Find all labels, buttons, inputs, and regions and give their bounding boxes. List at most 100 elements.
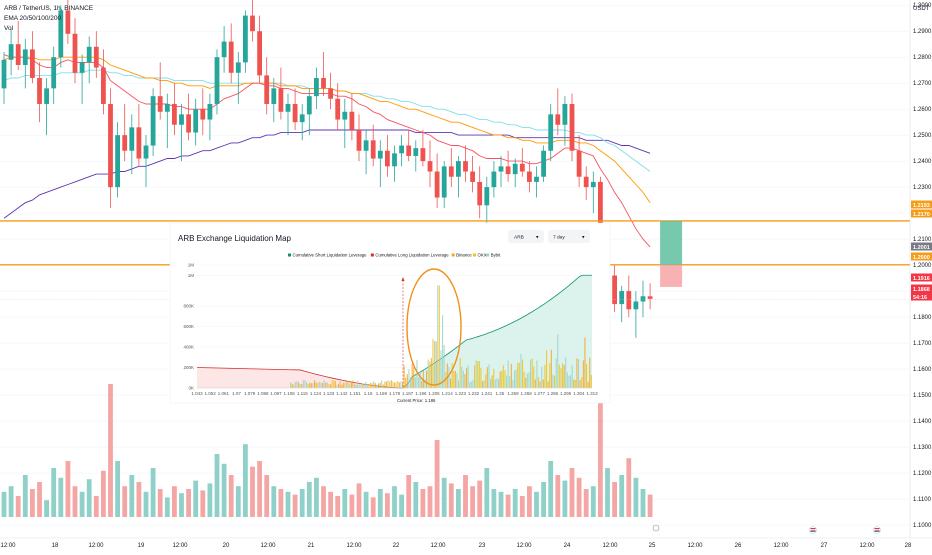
us-flag-icon[interactable] <box>809 526 817 534</box>
liq-bar <box>507 360 509 388</box>
liquidation-map-inset: ARB Exchange Liquidation Map ARB ▾ 7 day… <box>169 222 611 404</box>
liq-bar <box>358 384 360 388</box>
liq-bar <box>470 381 472 388</box>
price-axis[interactable]: USDT 1.3000 1.2900 1.2800 1.2700 1.2600 1.250… <box>909 0 932 538</box>
volume-bar <box>463 475 468 517</box>
liq-bar <box>432 338 434 388</box>
candle-down <box>420 148 426 162</box>
volume-bar <box>22 475 28 517</box>
liq-bar <box>491 375 493 388</box>
liq-bar <box>538 377 540 388</box>
candle-down <box>527 171 532 182</box>
time-label: 12:00 <box>172 543 188 549</box>
liq-bar <box>531 358 533 388</box>
stop-zone[interactable] <box>660 264 683 287</box>
candle-down <box>448 166 454 177</box>
time-label: 12:00 <box>0 543 16 549</box>
candle-down <box>612 275 617 305</box>
dividends-icon[interactable] <box>652 524 660 532</box>
inset-x-tick: 1.169 <box>376 391 388 396</box>
inset-x-tick: 1.124 <box>310 391 322 396</box>
volume-bar <box>186 489 191 517</box>
liq-bar <box>456 373 458 388</box>
candle-down <box>108 103 113 188</box>
liq-bar <box>483 380 485 388</box>
price-tag <box>911 200 932 209</box>
volume-bar <box>527 486 532 517</box>
liq-bar <box>294 381 296 388</box>
volume-bar <box>129 475 135 517</box>
legend-label: OKX <box>478 253 487 258</box>
liq-bar <box>499 371 501 388</box>
ema50-line <box>3 56 651 203</box>
target-zone[interactable] <box>660 220 683 265</box>
volume-bar <box>406 475 412 517</box>
inset-x-tick: 1.214 <box>442 391 454 396</box>
volume-bar <box>470 486 475 517</box>
liq-bar <box>566 372 568 388</box>
liq-bar <box>330 384 332 388</box>
economic-event-icons[interactable] <box>652 524 881 534</box>
volume-bar <box>164 497 170 517</box>
candle-down <box>101 67 106 104</box>
period-select[interactable] <box>548 230 590 243</box>
liq-bar <box>328 383 330 388</box>
volume-bars <box>1 384 653 517</box>
candle-up <box>8 44 14 60</box>
volume-bar <box>328 491 333 517</box>
candle-down <box>250 15 255 32</box>
liq-bar <box>312 383 314 388</box>
volume-bar <box>370 497 376 517</box>
liq-bar <box>544 364 546 388</box>
liq-bar <box>579 380 581 388</box>
liq-bar <box>562 363 564 388</box>
liq-bar <box>414 377 416 388</box>
us-flag-icon[interactable] <box>873 526 881 534</box>
liq-bar <box>320 382 322 388</box>
time-label: 12:00 <box>773 543 789 549</box>
liq-bar <box>338 383 340 388</box>
candle-down <box>626 291 632 310</box>
liq-bar <box>480 367 482 388</box>
inset-x-tick: 1.088 <box>257 391 269 396</box>
time-axis[interactable] <box>0 537 932 550</box>
volume-bar <box>534 491 539 517</box>
inset-y-tick: 400K <box>183 345 194 350</box>
symbol-line[interactable]: ARB / TetherUS, 1h, BINANCE <box>4 5 94 12</box>
exchange-select[interactable] <box>508 230 544 243</box>
candle-up <box>548 114 554 151</box>
ema-indicator-line[interactable]: EMA 20/50/100/200 <box>4 15 61 22</box>
candle-down <box>505 166 511 175</box>
candle-down <box>519 163 525 172</box>
liq-bar <box>458 380 460 388</box>
long-position-tool[interactable] <box>660 220 683 287</box>
candle-down <box>349 111 355 130</box>
liq-bar <box>474 365 476 388</box>
time-label: 12:00 <box>859 543 875 549</box>
liq-bar <box>448 366 450 388</box>
volume-bar <box>58 477 64 517</box>
liq-bar <box>587 381 589 388</box>
liq-bar <box>405 377 407 388</box>
liq-bar <box>410 377 412 388</box>
liq-bar <box>355 384 357 388</box>
candle-up <box>413 148 419 156</box>
liq-bar <box>309 382 311 388</box>
candle-down <box>477 181 483 206</box>
candle-down <box>278 88 284 112</box>
candle-up <box>314 77 319 97</box>
liq-bar <box>354 384 356 388</box>
candle-up <box>79 62 85 73</box>
liq-bar <box>462 370 464 388</box>
volume-bar <box>441 477 447 517</box>
inset-plot <box>196 264 592 389</box>
candle-down <box>30 49 35 78</box>
candle-down <box>647 296 653 299</box>
volume-bar <box>179 493 184 517</box>
liq-bar <box>549 363 551 388</box>
price-tick: 1.2600 <box>913 107 932 113</box>
volume-indicator-line[interactable]: Vol <box>4 25 14 32</box>
price-tick: 1.1600 <box>913 367 932 373</box>
liq-bar <box>317 382 319 388</box>
